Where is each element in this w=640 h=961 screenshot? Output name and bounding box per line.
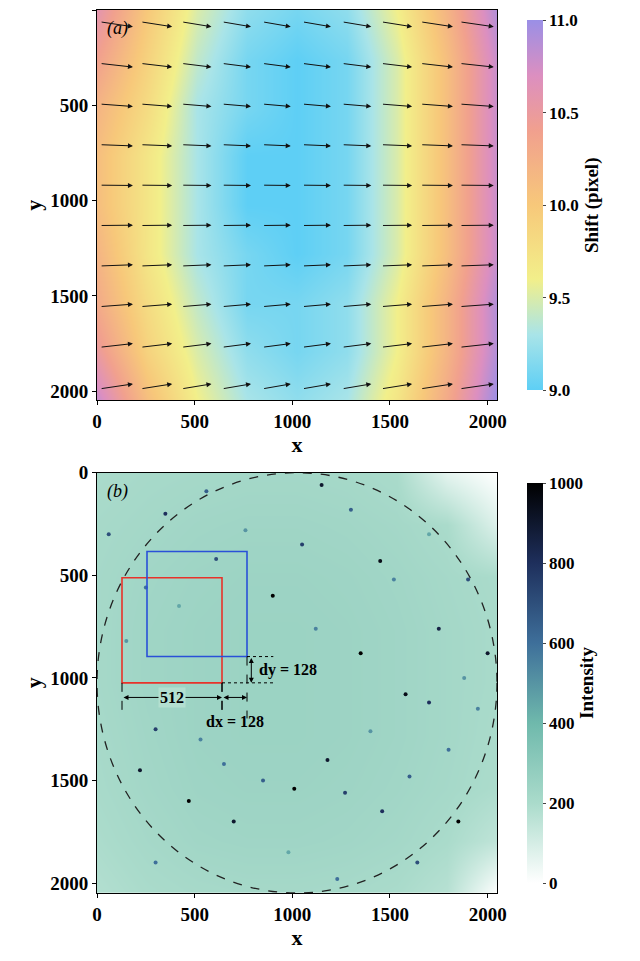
svg-text:2000: 2000 bbox=[50, 381, 88, 402]
svg-text:500: 500 bbox=[60, 565, 89, 586]
svg-text:200: 200 bbox=[549, 794, 575, 813]
svg-text:Shift (pixel): Shift (pixel) bbox=[581, 158, 603, 254]
svg-text:11.0: 11.0 bbox=[549, 11, 578, 30]
svg-text:2000: 2000 bbox=[469, 411, 507, 432]
svg-text:dy = 128: dy = 128 bbox=[259, 661, 317, 679]
svg-text:2000: 2000 bbox=[50, 873, 88, 894]
svg-text:1500: 1500 bbox=[50, 770, 88, 791]
svg-text:x: x bbox=[292, 925, 303, 950]
svg-text:(b): (b) bbox=[107, 481, 128, 502]
svg-text:1500: 1500 bbox=[371, 904, 409, 925]
svg-text:1500: 1500 bbox=[371, 411, 409, 432]
svg-text:600: 600 bbox=[549, 634, 575, 653]
svg-text:500: 500 bbox=[180, 904, 209, 925]
svg-text:1000: 1000 bbox=[50, 190, 88, 211]
svg-text:400: 400 bbox=[549, 714, 575, 733]
svg-text:0: 0 bbox=[92, 904, 102, 925]
svg-text:500: 500 bbox=[180, 411, 209, 432]
svg-text:10.0: 10.0 bbox=[549, 196, 579, 215]
svg-text:Intensity: Intensity bbox=[576, 647, 597, 719]
svg-text:(a): (a) bbox=[107, 18, 128, 39]
svg-text:0: 0 bbox=[79, 462, 89, 483]
svg-text:1000: 1000 bbox=[273, 904, 311, 925]
svg-text:0: 0 bbox=[549, 874, 558, 893]
svg-text:9.5: 9.5 bbox=[549, 289, 570, 308]
svg-text:800: 800 bbox=[549, 554, 575, 573]
svg-text:512: 512 bbox=[160, 689, 184, 706]
svg-text:1500: 1500 bbox=[50, 286, 88, 307]
svg-text:1000: 1000 bbox=[50, 668, 88, 689]
svg-text:y: y bbox=[21, 677, 46, 688]
svg-text:1000: 1000 bbox=[273, 411, 311, 432]
svg-text:9.0: 9.0 bbox=[549, 381, 570, 400]
svg-text:1000: 1000 bbox=[549, 474, 583, 493]
svg-text:500: 500 bbox=[60, 95, 89, 116]
svg-text:0: 0 bbox=[92, 411, 102, 432]
svg-text:10.5: 10.5 bbox=[549, 104, 579, 123]
svg-text:y: y bbox=[21, 200, 46, 211]
svg-text:dx = 128: dx = 128 bbox=[206, 713, 264, 730]
svg-text:2000: 2000 bbox=[469, 904, 507, 925]
svg-text:x: x bbox=[292, 432, 303, 457]
